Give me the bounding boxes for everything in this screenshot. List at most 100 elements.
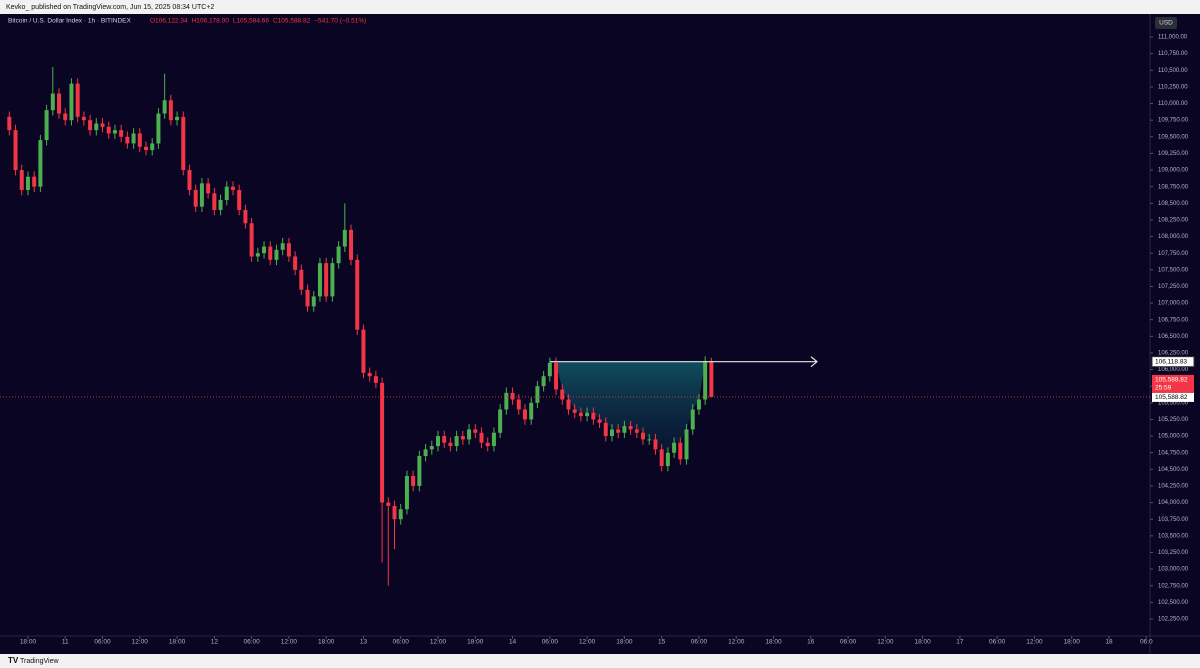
y-tick-label: 111,000.00 <box>1158 35 1188 41</box>
x-tick-label: 12:00 <box>877 639 894 646</box>
ohlc-value: −541.70 (−0.51%) <box>314 18 366 25</box>
candle-body <box>628 426 633 430</box>
candle-body <box>342 229 347 247</box>
x-tick-label: 12:00 <box>579 639 596 646</box>
y-tick-label: 109,250.00 <box>1158 151 1189 157</box>
y-tick-label: 109,750.00 <box>1158 118 1189 124</box>
y-tick-label: 110,500.00 <box>1158 68 1188 74</box>
candle-body <box>634 429 639 433</box>
candle-body <box>162 100 167 114</box>
y-tick-label: 104,500.00 <box>1158 467 1189 473</box>
candle-body <box>696 399 701 410</box>
candle-body <box>665 452 670 467</box>
x-tick-label: 06:00 <box>542 639 559 646</box>
x-tick-label: 13 <box>360 639 368 646</box>
x-tick-label: 18:00 <box>20 639 37 646</box>
candle-body <box>516 399 521 410</box>
candle-body <box>442 436 447 443</box>
candle-body <box>566 399 571 410</box>
x-tick-label: 12:00 <box>430 639 447 646</box>
candle-body <box>144 146 149 151</box>
candle-body <box>404 475 409 510</box>
candle-body <box>199 183 204 207</box>
x-tick-label: 18:00 <box>1064 639 1081 646</box>
candle-body <box>212 193 217 210</box>
candle-body <box>193 189 198 207</box>
candle-body <box>7 116 12 131</box>
candle-body <box>137 133 142 147</box>
x-tick-label: 18:00 <box>765 639 782 646</box>
candle-body <box>554 362 559 390</box>
candle-body <box>119 130 124 137</box>
candle-body <box>88 120 93 131</box>
candle-body <box>69 83 74 121</box>
candle-body <box>392 505 397 520</box>
y-tick-label: 108,750.00 <box>1158 184 1189 190</box>
candle-body <box>156 113 161 144</box>
y-tick-label: 108,000.00 <box>1158 234 1189 240</box>
y-tick-label: 105,250.00 <box>1158 417 1189 423</box>
candle-body <box>25 176 30 190</box>
candle-body <box>100 123 105 127</box>
candle-body <box>168 100 173 121</box>
y-tick-label: 105,500.00 <box>1158 400 1189 406</box>
x-tick-label: 06:00 <box>691 639 708 646</box>
candle-body <box>355 259 360 330</box>
candle-body <box>603 422 608 437</box>
candle-body <box>13 130 18 171</box>
candle-body <box>57 93 62 114</box>
candle-body <box>218 199 223 210</box>
x-tick-label: 12:00 <box>132 639 149 646</box>
y-tick-label: 105,000.00 <box>1158 434 1189 440</box>
y-tick-label: 103,500.00 <box>1158 533 1189 539</box>
ohlc-value: H106,178.00 <box>192 18 230 25</box>
candle-body <box>659 449 664 467</box>
close-label-box <box>1152 392 1194 402</box>
pattern-fill <box>549 361 712 453</box>
candle-body <box>541 376 546 387</box>
y-tick-label: 104,750.00 <box>1158 450 1189 456</box>
x-tick-label: 18:00 <box>169 639 186 646</box>
candle-body <box>684 429 689 460</box>
candle-body <box>224 186 229 200</box>
candle-body <box>187 170 192 190</box>
candle-body <box>504 392 509 410</box>
candle-body <box>112 130 117 134</box>
candle-body <box>616 429 621 433</box>
y-tick-label: 107,000.00 <box>1158 301 1189 307</box>
candle-body <box>522 409 527 420</box>
candle-body <box>286 243 291 257</box>
y-tick-label: 107,750.00 <box>1158 251 1189 257</box>
x-tick-label: 06:00 <box>840 639 857 646</box>
candle-body <box>498 409 503 433</box>
level-label: 106,118.83 <box>1155 358 1187 365</box>
x-tick-label: 06:00 <box>243 639 260 646</box>
y-tick-label: 104,000.00 <box>1158 500 1189 506</box>
candle-body <box>647 439 652 441</box>
brand: TradingView <box>20 658 59 665</box>
x-tick-label: 06:0 <box>1140 639 1153 646</box>
candle-body <box>75 83 80 117</box>
x-tick-label: 18:00 <box>467 639 484 646</box>
x-tick-label: 18:00 <box>914 639 931 646</box>
y-tick-label: 103,250.00 <box>1158 550 1189 556</box>
y-tick-label: 102,750.00 <box>1158 583 1189 589</box>
x-tick-label: 12 <box>211 639 219 646</box>
x-tick-label: 18:00 <box>318 639 335 646</box>
candle-body <box>373 376 378 383</box>
candle-body <box>299 269 304 290</box>
candle-body <box>32 176 37 187</box>
candle-body <box>206 183 211 194</box>
candle-body <box>311 296 316 307</box>
candle-body <box>255 253 260 257</box>
top-bar <box>0 0 1200 14</box>
candle-body <box>460 436 465 440</box>
candle-body <box>473 429 478 433</box>
candle-body <box>436 436 441 447</box>
candle-body <box>181 116 186 171</box>
candle-body <box>547 362 552 377</box>
candle-body <box>398 509 403 520</box>
ohlc-legend: O106,122.34 H106,178.00 L105,584.66 C105,58… <box>150 18 366 25</box>
y-tick-label: 106,000.00 <box>1158 367 1189 373</box>
